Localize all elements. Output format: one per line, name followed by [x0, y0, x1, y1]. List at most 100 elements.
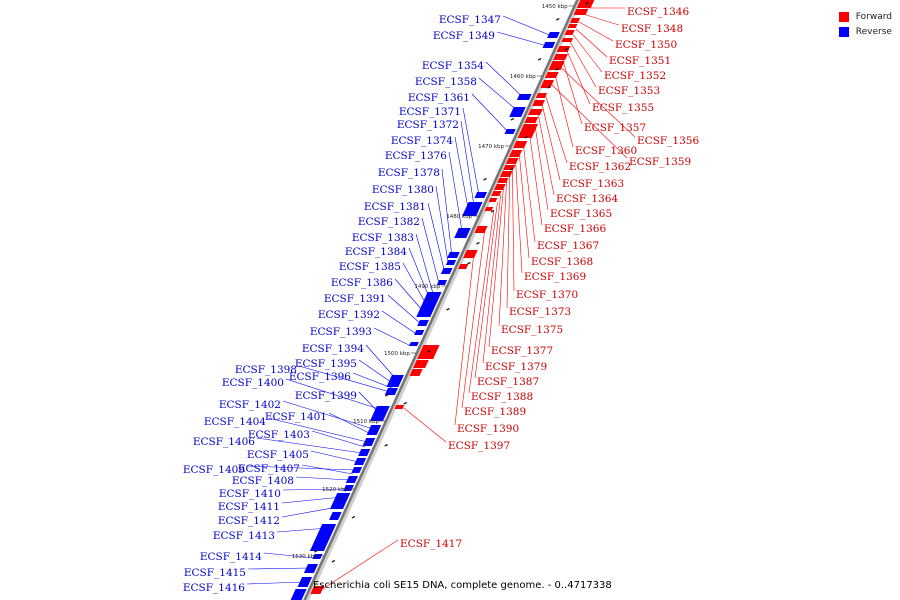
gene-label-ecsf-1407: ECSF_1407 [238, 463, 300, 475]
gene-label-ecsf-1411: ECSF_1411 [218, 501, 280, 513]
gene-label-ecsf-1367: ECSF_1367 [537, 240, 599, 252]
forward-gene-block [499, 171, 513, 177]
reverse-gene-block [516, 94, 532, 100]
forward-gene-block [474, 226, 488, 233]
gene-label-ecsf-1401: ECSF_1401 [265, 411, 327, 423]
reverse-gene-block [370, 406, 390, 421]
forward-gene-block [513, 141, 528, 148]
small-feature-mark [384, 443, 388, 447]
gene-label-ecsf-1382: ECSF_1382 [358, 216, 420, 228]
reverse-gene-block [417, 320, 429, 326]
reverse-leader-line [485, 61, 524, 99]
forward-swatch [838, 11, 849, 22]
gene-label-ecsf-1406: ECSF_1406 [193, 436, 255, 448]
gene-label-ecsf-1395: ECSF_1395 [295, 358, 357, 370]
small-feature-mark [457, 233, 462, 237]
forward-leader-line [403, 407, 447, 443]
reverse-gene-block [542, 42, 556, 48]
reverse-leader-line [263, 552, 315, 559]
forward-leader-line [582, 13, 620, 26]
small-feature-mark [537, 57, 542, 61]
forward-gene-block [535, 93, 548, 98]
gene-label-ecsf-1394: ECSF_1394 [302, 343, 364, 355]
forward-leader-line [566, 49, 591, 105]
gene-label-ecsf-1346: ECSF_1346 [627, 6, 689, 18]
gene-label-ecsf-1398: ECSF_1398 [235, 364, 297, 376]
gene-label-ecsf-1402: ECSF_1402 [219, 399, 281, 411]
reverse-leader-line [282, 400, 374, 430]
gene-label-ecsf-1386: ECSF_1386 [331, 277, 393, 289]
forward-gene-block [553, 54, 568, 60]
forward-leader-line [533, 120, 549, 211]
reverse-leader-line [381, 310, 417, 335]
reverse-gene-block [297, 577, 313, 587]
gene-label-ecsf-1374: ECSF_1374 [391, 135, 453, 147]
reverse-gene-block [329, 512, 342, 520]
reverse-gene-block [509, 107, 526, 117]
gene-label-ecsf-1377: ECSF_1377 [491, 345, 553, 357]
reverse-leader-line [352, 372, 393, 389]
forward-gene-block [497, 178, 509, 183]
tick-label: 1470 kbp [478, 144, 504, 150]
gene-label-ecsf-1379: ECSF_1379 [485, 361, 547, 373]
forward-leader-line [512, 168, 515, 292]
forward-leader-line [537, 112, 555, 196]
gene-label-ecsf-1369: ECSF_1369 [524, 271, 586, 283]
gene-label-ecsf-1392: ECSF_1392 [318, 309, 380, 321]
forward-leader-line [461, 229, 486, 409]
gene-label-ecsf-1405: ECSF_1405 [247, 449, 309, 461]
legend-label-forward: Forward [855, 11, 892, 22]
forward-leader-line [488, 188, 504, 348]
forward-gene-block [564, 30, 575, 35]
small-feature-mark [446, 307, 450, 311]
reverse-leader-line [301, 464, 353, 475]
gene-label-ecsf-1414: ECSF_1414 [200, 551, 262, 563]
reverse-leader-line [415, 233, 435, 297]
small-feature-mark [337, 497, 342, 501]
gene-label-ecsf-1383: ECSF_1383 [352, 232, 414, 244]
small-feature-mark [555, 67, 559, 71]
small-feature-mark [510, 117, 515, 121]
reverse-leader-line [281, 506, 338, 518]
forward-leader-line [550, 83, 628, 159]
gene-label-ecsf-1388: ECSF_1388 [471, 391, 533, 403]
small-feature-mark [585, 1, 589, 5]
tick-label: 1520 kbp [322, 487, 348, 493]
small-feature-mark [467, 261, 471, 265]
reverse-gene-block [416, 292, 442, 317]
forward-gene-block [556, 46, 571, 52]
gene-label-ecsf-1416: ECSF_1416 [183, 582, 245, 594]
gene-label-ecsf-1351: ECSF_1351 [609, 55, 671, 67]
forward-leader-line [454, 253, 475, 426]
gene-label-ecsf-1413: ECSF_1413 [213, 530, 275, 542]
reverse-gene-block [462, 202, 483, 216]
forward-leader-line [474, 201, 498, 379]
reverse-gene-block [547, 32, 560, 38]
small-feature-mark [403, 401, 408, 405]
gene-label-ecsf-1365: ECSF_1365 [550, 208, 612, 220]
reverse-leader-line [267, 417, 368, 443]
gene-label-ecsf-1385: ECSF_1385 [339, 261, 401, 273]
legend-item-forward: Forward [838, 9, 892, 24]
gene-label-ecsf-1358: ECSF_1358 [415, 76, 477, 88]
reverse-gene-block [290, 589, 307, 600]
forward-gene-block [567, 24, 578, 28]
gene-label-ecsf-1360: ECSF_1360 [575, 145, 637, 157]
gene-label-ecsf-1350: ECSF_1350 [615, 39, 677, 51]
forward-gene-block [488, 198, 498, 202]
reverse-leader-line [298, 365, 391, 393]
reverse-leader-line [478, 77, 519, 112]
small-feature-mark [351, 515, 356, 519]
reverse-leader-line [281, 496, 343, 504]
reverse-gene-block [409, 342, 419, 346]
forward-gene-block [540, 80, 554, 88]
gene-label-ecsf-1349: ECSF_1349 [433, 30, 495, 42]
forward-gene-block [561, 38, 574, 42]
gene-label-ecsf-1378: ECSF_1378 [378, 167, 440, 179]
gene-label-ecsf-1408: ECSF_1408 [232, 475, 294, 487]
reverse-gene-block [436, 280, 448, 285]
reverse-leader-line [441, 168, 453, 257]
forward-gene-block [394, 405, 405, 409]
gene-label-ecsf-1368: ECSF_1368 [531, 256, 593, 268]
